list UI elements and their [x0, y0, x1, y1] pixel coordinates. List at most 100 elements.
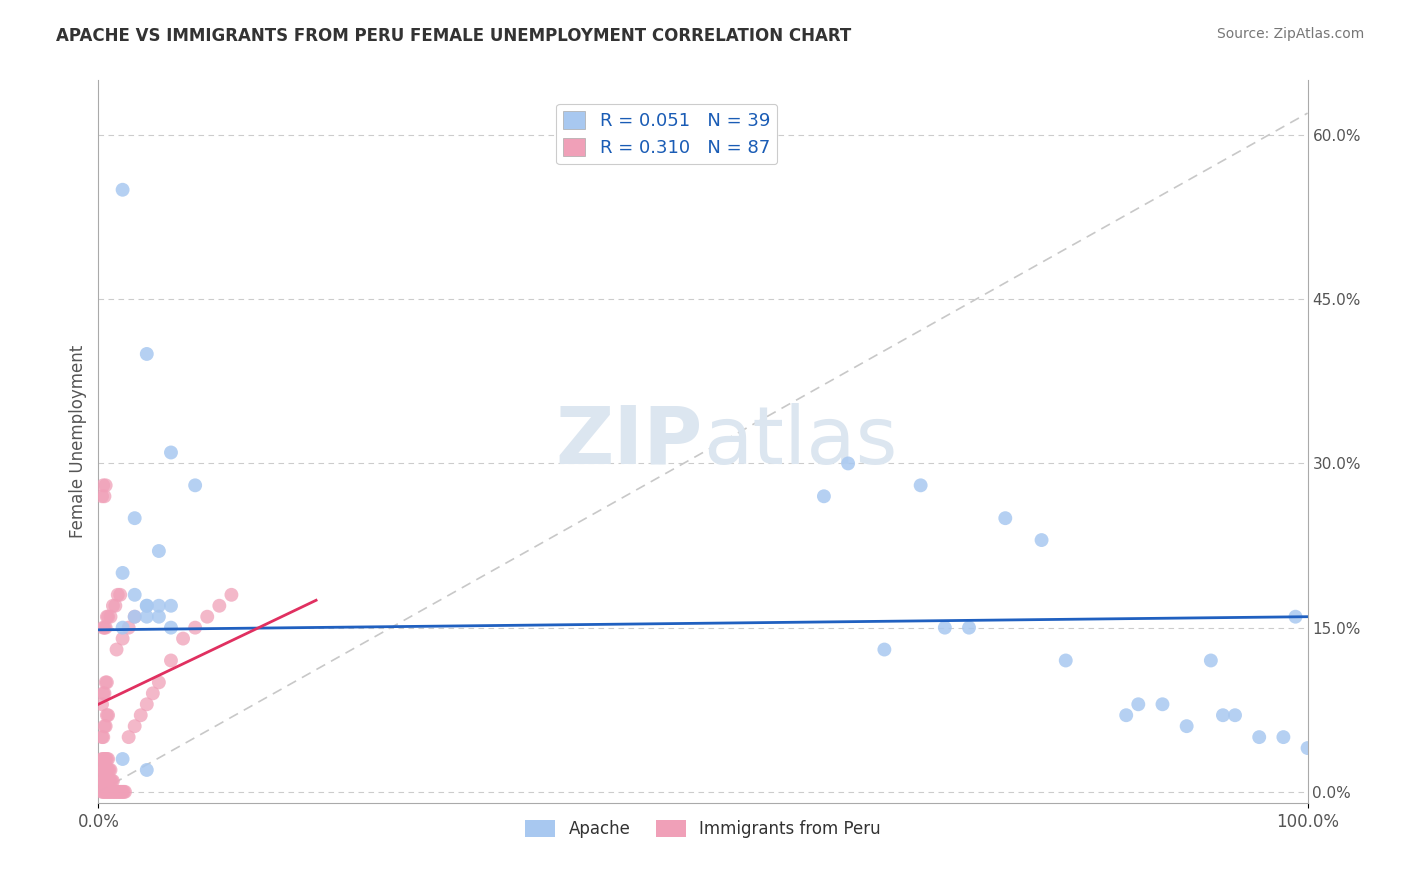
Point: [93, 763, 115, 777]
Point: [91, 773, 114, 788]
Point: [93, 489, 115, 503]
Text: ZIP: ZIP: [555, 402, 703, 481]
Point: [111, 566, 134, 580]
Point: [91, 478, 114, 492]
Point: [91, 763, 114, 777]
Point: [118, 621, 141, 635]
Point: [1199, 653, 1222, 667]
Point: [124, 609, 146, 624]
Point: [101, 599, 124, 613]
Legend: Apache, Immigrants from Peru: Apache, Immigrants from Peru: [519, 814, 887, 845]
Point: [96, 763, 118, 777]
Point: [94, 621, 117, 635]
Point: [114, 785, 136, 799]
Point: [184, 478, 207, 492]
Point: [96, 752, 118, 766]
Point: [184, 621, 207, 635]
Point: [111, 621, 134, 635]
Point: [148, 544, 170, 558]
Point: [108, 785, 131, 799]
Point: [98, 773, 121, 788]
Point: [111, 785, 134, 799]
Point: [96, 609, 118, 624]
Point: [94, 752, 117, 766]
Point: [97, 708, 120, 723]
Point: [111, 752, 134, 766]
Point: [105, 785, 128, 799]
Point: [91, 730, 114, 744]
Point: [208, 599, 231, 613]
Point: [97, 609, 120, 624]
Point: [93, 621, 115, 635]
Point: [1223, 708, 1246, 723]
Point: [103, 785, 125, 799]
Point: [100, 609, 122, 624]
Point: [91, 621, 114, 635]
Text: atlas: atlas: [703, 402, 897, 481]
Point: [148, 675, 170, 690]
Point: [94, 719, 117, 733]
Point: [100, 785, 122, 799]
Point: [1212, 708, 1234, 723]
Point: [112, 785, 135, 799]
Point: [91, 773, 114, 788]
Point: [124, 719, 146, 733]
Point: [96, 773, 118, 788]
Point: [108, 785, 131, 799]
Point: [96, 785, 118, 799]
Point: [124, 588, 146, 602]
Point: [91, 785, 114, 799]
Point: [1249, 730, 1271, 744]
Point: [124, 511, 146, 525]
Point: [160, 445, 183, 459]
Point: [135, 347, 157, 361]
Point: [934, 621, 956, 635]
Point: [100, 773, 122, 788]
Point: [160, 621, 183, 635]
Point: [135, 599, 157, 613]
Point: [111, 183, 134, 197]
Point: [107, 785, 129, 799]
Point: [91, 489, 114, 503]
Point: [1054, 653, 1077, 667]
Point: [1272, 730, 1295, 744]
Point: [148, 609, 170, 624]
Point: [91, 752, 114, 766]
Point: [1128, 698, 1150, 712]
Point: [98, 763, 121, 777]
Point: [873, 642, 896, 657]
Point: [1296, 741, 1319, 756]
Point: [100, 763, 122, 777]
Point: [221, 588, 243, 602]
Point: [135, 599, 157, 613]
Point: [101, 785, 124, 799]
Point: [91, 686, 114, 700]
Point: [97, 785, 120, 799]
Point: [93, 719, 115, 733]
Point: [111, 632, 134, 646]
Point: [135, 609, 157, 624]
Point: [957, 621, 980, 635]
Point: [94, 675, 117, 690]
Point: [94, 478, 117, 492]
Point: [148, 599, 170, 613]
Point: [107, 588, 129, 602]
Point: [96, 675, 118, 690]
Point: [91, 730, 114, 744]
Point: [142, 686, 165, 700]
Point: [91, 698, 114, 712]
Point: [91, 752, 114, 766]
Point: [1175, 719, 1198, 733]
Point: [94, 785, 117, 799]
Point: [101, 773, 124, 788]
Point: [94, 773, 117, 788]
Point: [93, 752, 115, 766]
Point: [97, 763, 120, 777]
Point: [96, 708, 118, 723]
Point: [124, 609, 146, 624]
Point: [813, 489, 835, 503]
Text: APACHE VS IMMIGRANTS FROM PERU FEMALE UNEMPLOYMENT CORRELATION CHART: APACHE VS IMMIGRANTS FROM PERU FEMALE UN…: [56, 27, 852, 45]
Point: [108, 588, 131, 602]
Point: [110, 785, 132, 799]
Point: [172, 632, 194, 646]
